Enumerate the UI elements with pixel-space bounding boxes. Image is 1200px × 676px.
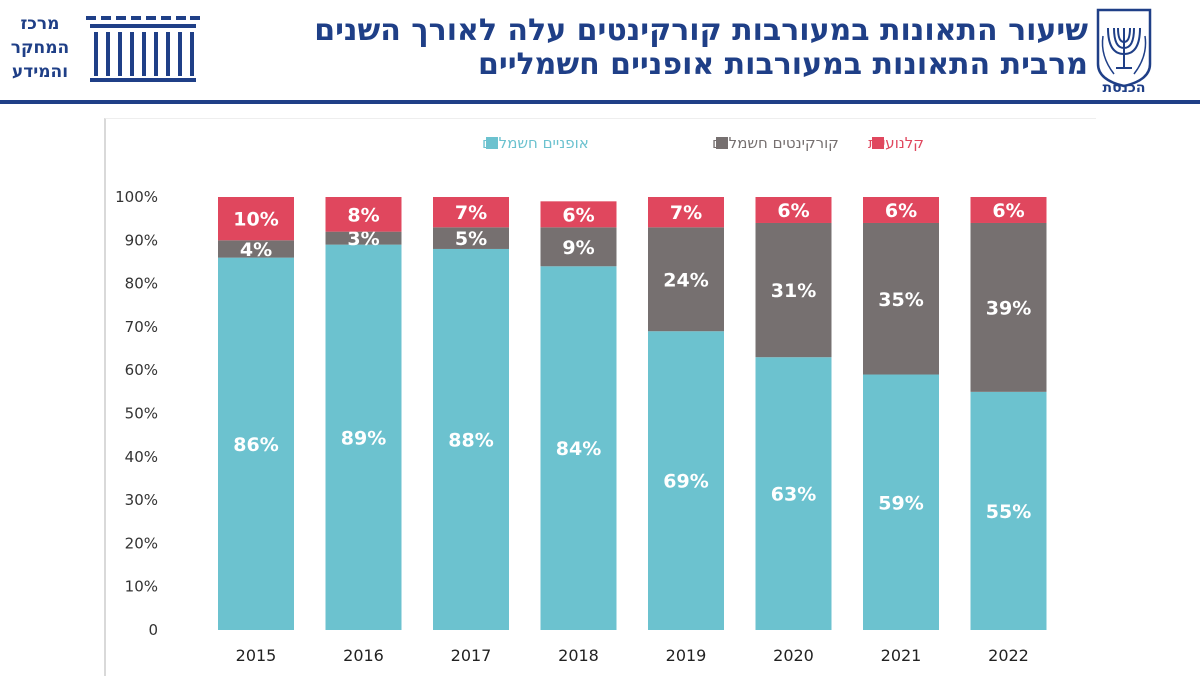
data-label: 31% bbox=[771, 280, 816, 302]
data-label: 35% bbox=[878, 289, 923, 311]
slide-header: שיעור התאונות במעורבות קורקינטים עלה לאו… bbox=[0, 0, 1200, 104]
research-center-logo-icon bbox=[86, 16, 200, 82]
y-tick-label: 30% bbox=[125, 491, 158, 509]
menorah-emblem-icon bbox=[1096, 8, 1152, 88]
data-label: 7% bbox=[670, 202, 702, 224]
y-tick-label: 20% bbox=[125, 534, 158, 552]
x-tick-label: 2016 bbox=[343, 646, 384, 665]
data-label: 89% bbox=[341, 427, 386, 449]
data-label: 6% bbox=[992, 200, 1024, 222]
bar-segment bbox=[970, 391, 1047, 630]
knesset-label: הכנסת bbox=[1102, 80, 1146, 96]
data-label: 6% bbox=[562, 204, 594, 226]
header-divider bbox=[0, 100, 1200, 104]
bar-segment bbox=[648, 227, 724, 332]
bar-segment bbox=[325, 197, 402, 232]
bar-segment bbox=[755, 222, 832, 358]
data-label: 6% bbox=[777, 200, 809, 222]
x-tick-label: 2022 bbox=[988, 646, 1029, 665]
x-tick-label: 2020 bbox=[773, 646, 814, 665]
legend-label: קלנועיות bbox=[868, 134, 924, 152]
bar-segment bbox=[648, 197, 724, 228]
legend-swatch bbox=[872, 137, 884, 149]
data-label: 7% bbox=[455, 202, 487, 224]
bar-segment bbox=[863, 374, 939, 630]
bar-segment bbox=[863, 197, 939, 223]
data-label: 5% bbox=[455, 228, 487, 250]
data-label: 4% bbox=[240, 239, 272, 261]
y-tick-label: 0 bbox=[148, 621, 158, 639]
y-tick-label: 80% bbox=[125, 275, 158, 293]
bar-segment bbox=[218, 197, 294, 241]
data-label: 39% bbox=[986, 297, 1031, 319]
legend-label: אופניים חשמליים bbox=[482, 134, 589, 152]
data-label: 6% bbox=[885, 200, 917, 222]
title-line-2: מרבית התאונות במעורבות אופניים חשמליים bbox=[477, 47, 1088, 82]
y-tick-label: 50% bbox=[125, 405, 158, 423]
bar-segment bbox=[433, 248, 509, 630]
bar-segment bbox=[540, 201, 617, 228]
y-tick-label: 100% bbox=[115, 188, 158, 206]
research-center-line-1: מרכז bbox=[20, 14, 60, 34]
bar-segment bbox=[540, 266, 617, 630]
stacked-bar-chart: 0 10% 20% 30% 40% 50% 60% 70% 80% 90% 100% 86% 4% 10%… bbox=[115, 134, 1047, 665]
x-tick-label: 2017 bbox=[451, 646, 492, 665]
y-tick-label: 90% bbox=[125, 231, 158, 249]
research-center-line-2: המחקר bbox=[10, 38, 70, 58]
chart-panel: 0 10% 20% 30% 40% 50% 60% 70% 80% 90% 100% 86% 4% 10%… bbox=[104, 118, 1096, 676]
bar-segment bbox=[325, 231, 402, 245]
bar-segment bbox=[218, 240, 294, 258]
y-tick-label: 70% bbox=[125, 318, 158, 336]
bar-segment bbox=[970, 197, 1047, 223]
bar-segment bbox=[970, 222, 1047, 392]
bar-segment bbox=[433, 227, 509, 249]
data-label: 8% bbox=[347, 204, 379, 226]
y-tick-label: 60% bbox=[125, 361, 158, 379]
legend-label: קורקינטים חשמליים bbox=[712, 134, 839, 152]
slide-title: שיעור התאונות במעורבות קורקינטים עלה לאו… bbox=[288, 14, 1088, 82]
research-center-line-3: והמידע bbox=[11, 62, 69, 82]
legend-swatch bbox=[486, 137, 498, 149]
x-tick-label: 2018 bbox=[558, 646, 599, 665]
bar-segment bbox=[648, 331, 724, 630]
bar-segment bbox=[433, 197, 509, 228]
bar-segment bbox=[863, 222, 939, 375]
bar-segment bbox=[325, 244, 402, 630]
bar-segment bbox=[755, 357, 832, 630]
bar-segment bbox=[755, 197, 832, 223]
data-label: 86% bbox=[233, 434, 278, 456]
x-tick-label: 2015 bbox=[236, 646, 277, 665]
data-label: 88% bbox=[448, 429, 493, 451]
research-center-label: מרכז המחקר והמידע bbox=[4, 12, 76, 84]
title-line-1: שיעור התאונות במעורבות קורקינטים עלה לאו… bbox=[314, 13, 1088, 48]
data-label: 55% bbox=[986, 501, 1031, 523]
bar-segment bbox=[540, 227, 617, 267]
data-label: 84% bbox=[556, 438, 601, 460]
x-tick-label: 2021 bbox=[881, 646, 922, 665]
data-label: 69% bbox=[663, 471, 708, 493]
y-tick-label: 10% bbox=[125, 578, 158, 596]
data-label: 24% bbox=[663, 269, 708, 291]
data-label: 63% bbox=[771, 484, 816, 506]
data-label: 59% bbox=[878, 492, 923, 514]
bar-segment bbox=[218, 257, 294, 630]
data-label: 9% bbox=[562, 237, 594, 259]
data-label: 3% bbox=[347, 228, 379, 250]
legend-swatch bbox=[716, 137, 728, 149]
y-tick-label: 40% bbox=[125, 448, 158, 466]
data-label: 10% bbox=[233, 209, 278, 231]
x-tick-label: 2019 bbox=[666, 646, 707, 665]
